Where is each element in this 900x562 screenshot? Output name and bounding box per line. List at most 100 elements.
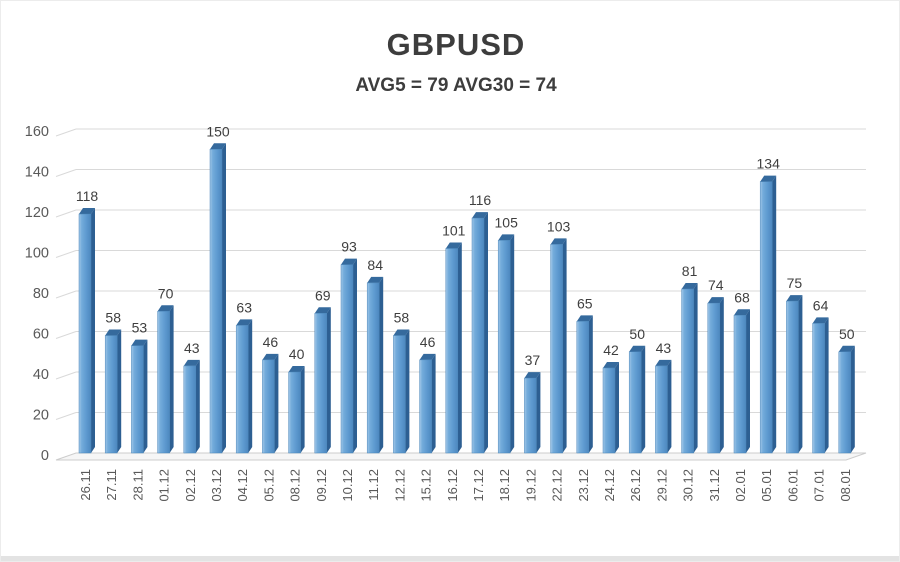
bar-top-face [314, 307, 331, 314]
x-tick-label: 05.01 [759, 469, 774, 502]
gridline-side-wall [55, 250, 77, 258]
bar-side-face [248, 319, 253, 453]
bar-side-face [824, 317, 829, 453]
bar-side-face [117, 329, 122, 453]
bar-side-face [143, 339, 148, 453]
bar-top-face [210, 143, 226, 150]
bar [131, 345, 144, 454]
bar [445, 248, 459, 454]
bar-top-face [419, 353, 436, 360]
bar [340, 264, 354, 454]
bar [655, 365, 668, 454]
bar-value-label: 58 [105, 310, 121, 326]
x-tick-label: 19.12 [523, 469, 538, 502]
bar-side-face [667, 359, 672, 453]
x-tick-label: 29.12 [654, 469, 669, 502]
bar [497, 240, 511, 454]
chart-subtitle: AVG5 = 79 AVG30 = 74 [355, 75, 557, 96]
bar [262, 359, 275, 454]
bar-side-face [326, 307, 331, 453]
bar-top-face [707, 297, 724, 304]
bar-top-face [367, 276, 384, 283]
bar-side-face [746, 309, 750, 453]
bar [104, 335, 118, 454]
bar [759, 181, 773, 454]
bar-value-label: 105 [495, 214, 519, 230]
bar-side-face [222, 143, 226, 453]
bar [707, 302, 721, 454]
bar-side-face [693, 282, 698, 453]
bar-side-face [169, 305, 174, 453]
bar-side-face [562, 238, 567, 453]
gridline-side-wall [55, 371, 77, 380]
x-tick-label: 23.12 [576, 469, 591, 502]
bar-value-label: 46 [420, 334, 436, 350]
bar-top-face [550, 238, 567, 245]
bar-value-label: 65 [577, 295, 593, 311]
bar [288, 371, 301, 454]
bar-side-face [641, 345, 646, 453]
chart-floor [55, 452, 867, 461]
gridline-side-wall [55, 128, 77, 137]
x-tick-label: 26.12 [628, 469, 643, 502]
x-tick-label: 30.12 [681, 469, 696, 502]
x-tick-label: 07.01 [812, 469, 827, 502]
bar-value-label: 134 [757, 156, 781, 172]
bar-side-face [798, 295, 803, 453]
bar-top-face [629, 345, 646, 352]
bar-value-label: 43 [184, 340, 200, 356]
x-tick-label: 27.11 [104, 469, 119, 501]
x-tick-label: 08.01 [838, 469, 853, 502]
bar-top-face [734, 309, 750, 316]
bar [471, 217, 485, 454]
x-tick-label: 02.12 [183, 469, 198, 502]
bar-top-face [576, 315, 593, 322]
x-tick-label: 04.12 [235, 469, 250, 502]
bar-top-face [445, 242, 462, 249]
bar-top-face [157, 305, 174, 312]
bar-value-label: 42 [603, 342, 619, 358]
bar-side-face [457, 242, 462, 453]
bar-top-face [812, 317, 829, 324]
bar-side-face [91, 208, 95, 453]
bar-top-face [760, 175, 777, 182]
bar [366, 282, 380, 454]
bar-value-label: 64 [813, 297, 829, 313]
bar-value-label: 103 [547, 218, 571, 234]
bar-top-face [105, 329, 122, 336]
bar [733, 315, 747, 454]
x-tick-label: 03.12 [209, 469, 224, 502]
bar [628, 351, 642, 454]
bar-value-label: 46 [263, 334, 279, 350]
y-tick-label: 140 [25, 165, 49, 181]
bar-value-label: 58 [394, 310, 410, 326]
bar-side-face [615, 361, 619, 453]
x-tick-label: 01.12 [157, 469, 172, 502]
bar [681, 288, 694, 454]
bottom-border-strip [1, 556, 899, 561]
gridline-side-wall [55, 209, 77, 218]
bar [524, 377, 537, 454]
gridline-side-wall [55, 169, 77, 177]
bar-side-face [772, 175, 777, 453]
bar-value-label: 101 [442, 222, 466, 238]
bar-value-label: 75 [787, 275, 803, 291]
x-tick-label: 08.12 [288, 469, 303, 502]
bar [78, 213, 92, 454]
bar-top-face [681, 282, 698, 289]
bar-side-face [195, 359, 200, 453]
x-tick-label: 06.01 [785, 469, 800, 502]
bar-side-face [405, 329, 410, 453]
bar-value-label: 150 [206, 123, 230, 139]
bar-top-face [786, 295, 803, 302]
bar-top-face [838, 345, 855, 352]
bar-top-face [183, 359, 200, 366]
bar-value-label: 116 [469, 192, 492, 208]
bar [812, 323, 825, 454]
bar-side-face [484, 212, 488, 453]
bar-side-face [536, 372, 541, 453]
gridline-side-wall [55, 412, 77, 420]
bar-value-label: 50 [839, 326, 855, 342]
